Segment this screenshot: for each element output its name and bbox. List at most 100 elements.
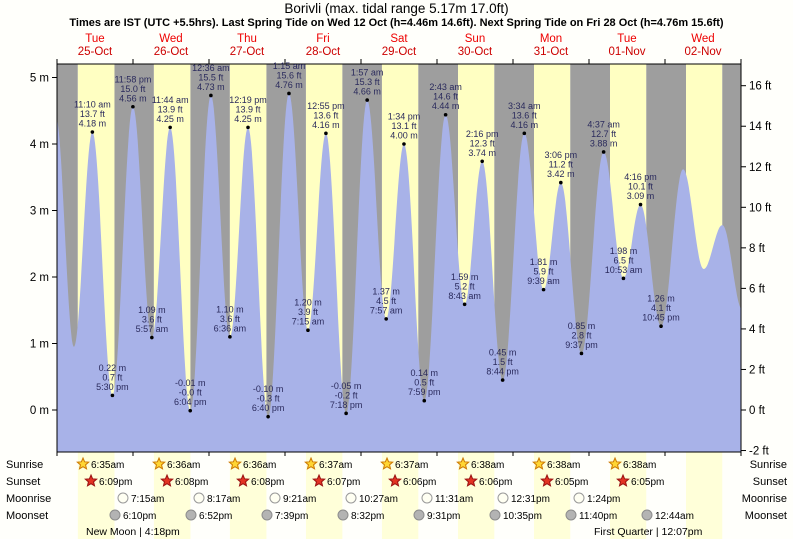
tide-annotation: 12.3 ft xyxy=(470,138,496,148)
tide-extreme-dot xyxy=(601,150,606,154)
tide-annotation: 4:16 pm xyxy=(624,172,657,182)
plot-border xyxy=(56,63,742,453)
tide-annotation: 14.6 ft xyxy=(433,92,459,102)
tide-annotation: 2:16 pm xyxy=(466,129,499,139)
moonrise-time: 8:17am xyxy=(207,494,240,505)
moonset-time: 6:52pm xyxy=(199,511,232,522)
tide-annotation: 12:36 am xyxy=(192,63,230,73)
tide-annotation: 4.18 m xyxy=(79,119,107,129)
y-left-label: 3 m xyxy=(30,206,49,218)
tide-annotation: 4.25 m xyxy=(234,114,262,124)
sunrise-time: 6:37am xyxy=(395,460,428,471)
tide-annotation: 7:59 pm xyxy=(408,387,441,397)
tide-annotation: 7:18 pm xyxy=(330,400,363,410)
sunset-row-label-right: Sunset xyxy=(753,476,787,488)
tide-annotation: 2.8 ft xyxy=(571,330,592,340)
sunrise-star-icon xyxy=(304,456,318,470)
tide-annotation: 6:36 am xyxy=(214,323,247,333)
tide-annotation: 12:55 pm xyxy=(307,101,345,111)
tide-annotation: 1:34 pm xyxy=(388,112,421,122)
tide-annotation: 12.7 ft xyxy=(591,129,617,139)
tide-extreme-dot xyxy=(324,131,328,136)
tide-extreme-dot xyxy=(638,202,643,207)
tide-annotation: 1.5 ft xyxy=(493,357,514,367)
tide-area-curve xyxy=(57,93,741,452)
sunset-star-icon xyxy=(616,473,630,487)
moonrise-moon-icon xyxy=(573,492,585,504)
tide-extreme-dot xyxy=(209,93,213,98)
tide-annotation: 3.88 m xyxy=(590,138,618,148)
tide-annotation: 5:30 pm xyxy=(96,382,129,392)
tide-annotation: 1.98 m xyxy=(610,246,638,256)
tide-annotation: 3.6 ft xyxy=(142,315,163,325)
sunset-time: 6:06pm xyxy=(403,477,436,488)
sunrise-row-label-right: Sunrise xyxy=(750,459,787,471)
y-right-label: 8 ft xyxy=(749,243,766,255)
tide-annotation: 0.22 m xyxy=(99,363,127,373)
tide-annotation: -0.0 ft xyxy=(179,388,203,398)
tide-extreme-dot xyxy=(559,180,563,185)
moonrise-time: 1:24pm xyxy=(587,494,620,505)
tide-annotation: 7:15 am xyxy=(292,317,325,327)
tide-annotation: 3.42 m xyxy=(547,169,575,179)
tide-extreme-dot xyxy=(228,335,232,339)
tide-annotation: 4.44 m xyxy=(432,101,460,111)
sunrise-star-icon xyxy=(456,456,470,470)
tide-extreme-dot xyxy=(110,393,115,398)
moonset-moon-icon xyxy=(565,509,577,521)
moonset-time: 6:10pm xyxy=(123,511,156,522)
tide-extreme-dot xyxy=(579,351,584,356)
tide-annotation: -0.2 ft xyxy=(335,390,359,400)
tide-annotation: 13.6 ft xyxy=(512,110,538,120)
page-title: Borivli (max. tidal range 5.17m 17.0ft) xyxy=(284,1,509,16)
date-label: 28-Oct xyxy=(306,46,341,58)
y-left-label: 1 m xyxy=(30,339,49,351)
day-label: Tue xyxy=(85,33,104,45)
tide-extreme-dot xyxy=(659,324,663,329)
tide-annotation: 3:34 am xyxy=(508,101,541,111)
sunrise-star-icon xyxy=(152,456,166,470)
tide-annotation: 4:37 am xyxy=(587,119,620,129)
tide-annotation: 11:44 am xyxy=(152,95,189,105)
day-label: Tue xyxy=(617,33,636,45)
moonset-row-label-right: Moonset xyxy=(745,510,787,522)
sunrise-star-icon xyxy=(228,456,242,470)
tide-annotation: -0.3 ft xyxy=(257,394,281,404)
tide-annotation: 0.14 m xyxy=(411,368,439,378)
tide-annotation: 15.6 ft xyxy=(276,70,302,80)
sunrise-star-icon xyxy=(608,456,622,470)
tide-extreme-dot xyxy=(522,131,527,136)
day-label: Sat xyxy=(390,33,408,45)
tide-annotation: 1.81 m xyxy=(530,257,558,267)
tide-extreme-dot xyxy=(541,287,546,292)
tide-annotation: 11:10 am xyxy=(74,100,111,110)
tide-annotation: 4.5 ft xyxy=(376,296,397,306)
sunset-time: 6:08pm xyxy=(175,477,208,488)
moonrise-moon-icon xyxy=(345,492,357,504)
tide-annotation: 4.76 m xyxy=(275,80,303,90)
tide-annotation: 5:57 am xyxy=(136,324,169,334)
tide-annotation: 15.5 ft xyxy=(198,72,224,82)
sunset-star-icon xyxy=(236,473,250,487)
y-left-label: 5 m xyxy=(30,73,49,85)
tide-annotation: 0.5 ft xyxy=(414,378,435,388)
tide-annotation: 8:43 am xyxy=(448,291,481,301)
tide-annotation: 1.09 m xyxy=(138,305,166,315)
sunrise-star-icon xyxy=(380,456,394,470)
tide-annotation: 5.2 ft xyxy=(455,281,476,291)
date-label: 01-Nov xyxy=(608,46,645,58)
date-label: 29-Oct xyxy=(382,46,417,58)
tide-extreme-dot xyxy=(402,142,406,146)
tide-annotation: 0.45 m xyxy=(489,348,517,358)
date-label: 02-Nov xyxy=(684,46,721,58)
tide-annotation: 10.1 ft xyxy=(628,182,654,192)
tide-extreme-dot xyxy=(306,328,310,333)
tide-extreme-dot xyxy=(500,378,505,382)
tide-annotation: 4.66 m xyxy=(353,87,381,97)
y-right-label: 6 ft xyxy=(749,283,766,295)
moonset-moon-icon xyxy=(337,509,349,521)
moon-phase-label: First Quarter | 12:07pm xyxy=(594,526,703,538)
sunset-star-icon xyxy=(84,473,98,487)
